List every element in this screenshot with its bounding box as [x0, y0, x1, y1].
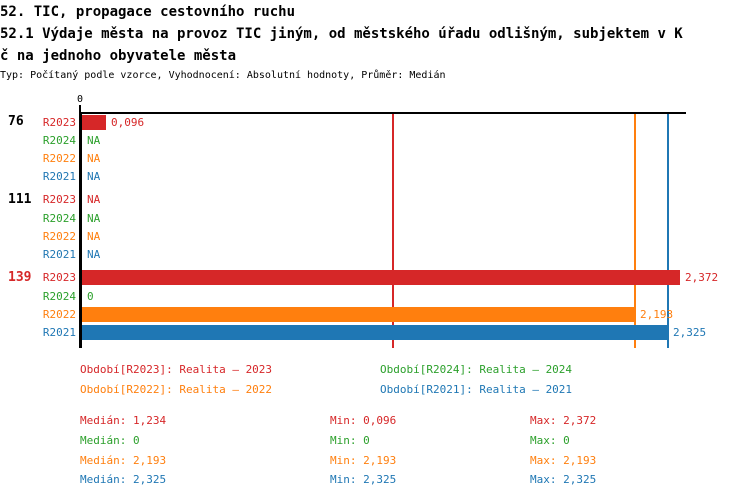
- bar-139-R2021: [82, 325, 668, 340]
- bar-value-76-R2024: NA: [87, 134, 101, 147]
- series-label-76-R2024: R2024: [42, 134, 76, 147]
- bar-value-76-R2022: NA: [87, 152, 101, 165]
- bar-value-139-R2023: 2,372: [685, 271, 719, 284]
- group-label-139: 139: [8, 270, 32, 285]
- legend-item-r2023: Období[R2023]: Realita – 2023: [80, 363, 273, 376]
- series-label-139-R2024: R2024: [42, 290, 76, 303]
- series-label-111-R2023: R2023: [42, 193, 76, 206]
- series-label-111-R2024: R2024: [42, 212, 76, 225]
- group-label-76: 76: [8, 114, 24, 129]
- stat-median-r2023: Medián: 1,234: [80, 414, 167, 427]
- report-title-line-2: 52.1 Výdaje města na provoz TIC jiným, o…: [0, 26, 683, 42]
- axis-zero-tick: [79, 105, 81, 112]
- stat-min-r2022: Min: 2,193: [330, 454, 397, 467]
- series-label-76-R2022: R2022: [42, 152, 76, 165]
- bar-139-R2022: [82, 307, 635, 322]
- report-title-line-3: č na jednoho obyvatele města: [0, 48, 237, 64]
- x-axis-line: [79, 112, 686, 114]
- stat-median-r2021: Medián: 2,325: [80, 473, 167, 486]
- bar-value-111-R2021: NA: [87, 248, 101, 261]
- bar-value-139-R2021: 2,325: [673, 326, 707, 339]
- series-label-111-R2022: R2022: [42, 230, 76, 243]
- stat-max-r2022: Max: 2,193: [530, 454, 597, 467]
- series-label-76-R2023: R2023: [42, 116, 76, 129]
- bar-value-111-R2022: NA: [87, 230, 101, 243]
- bar-value-139-R2024: 0: [87, 290, 94, 303]
- group-label-111: 111: [8, 192, 32, 207]
- series-label-111-R2021: R2021: [42, 248, 76, 261]
- stat-max-r2021: Max: 2,325: [530, 473, 597, 486]
- bar-value-111-R2023: NA: [87, 193, 101, 206]
- stat-min-r2021: Min: 2,325: [330, 473, 397, 486]
- axis-zero-label: 0: [76, 94, 84, 105]
- legend-item-r2022: Období[R2022]: Realita – 2022: [80, 383, 273, 396]
- stat-min-r2023: Min: 0,096: [330, 414, 397, 427]
- stat-min-r2024: Min: 0: [330, 434, 370, 447]
- median-line-r2022: [634, 113, 636, 348]
- stat-max-r2024: Max: 0: [530, 434, 570, 447]
- report-header: 52. TIC, propagace cestovního ruchu 52.1…: [0, 1, 750, 82]
- bar-value-111-R2024: NA: [87, 212, 101, 225]
- bar-value-76-R2021: NA: [87, 170, 101, 183]
- bar-value-139-R2022: 2,193: [640, 308, 674, 321]
- bar-value-76-R2023: 0,096: [111, 116, 145, 129]
- report-meta: Typ: Počítaný podle vzorce, Vyhodnocení:…: [0, 70, 446, 81]
- legend-item-r2024: Období[R2024]: Realita – 2024: [380, 363, 573, 376]
- bar-76-R2023: [82, 115, 106, 130]
- median-line-r2023: [392, 113, 394, 348]
- series-label-139-R2023: R2023: [42, 271, 76, 284]
- y-axis-line: [79, 112, 82, 348]
- series-label-139-R2021: R2021: [42, 326, 76, 339]
- series-label-76-R2021: R2021: [42, 170, 76, 183]
- legend-item-r2021: Období[R2021]: Realita – 2021: [380, 383, 573, 396]
- median-line-r2021: [667, 113, 669, 348]
- stat-median-r2022: Medián: 2,193: [80, 454, 167, 467]
- report-title-line-1: 52. TIC, propagace cestovního ruchu: [0, 4, 296, 20]
- series-label-139-R2022: R2022: [42, 308, 76, 321]
- bar-139-R2023: [82, 270, 680, 285]
- stat-median-r2024: Medián: 0: [80, 434, 140, 447]
- stat-max-r2023: Max: 2,372: [530, 414, 597, 427]
